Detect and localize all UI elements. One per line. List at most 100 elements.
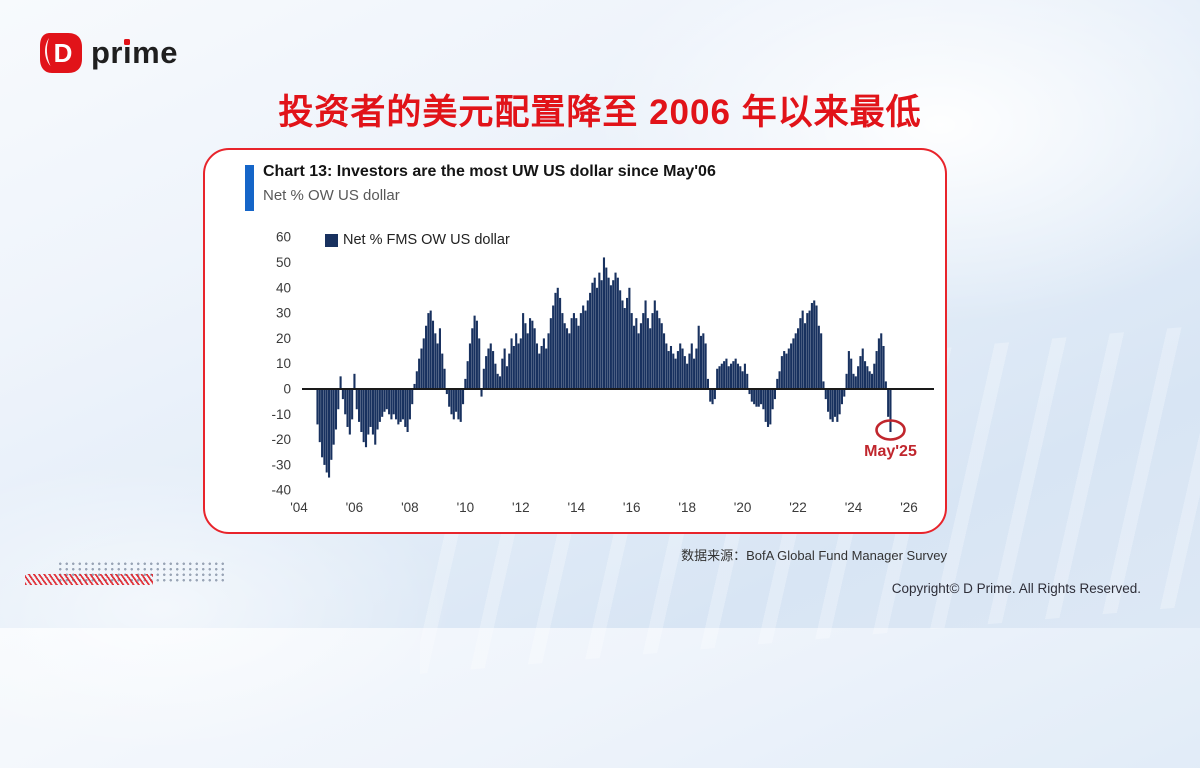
bar [533, 328, 536, 389]
bar [778, 371, 781, 389]
bar [658, 318, 661, 389]
bar [461, 389, 465, 405]
bar [790, 343, 793, 389]
bar [330, 389, 333, 460]
bar [498, 376, 502, 389]
bar [325, 389, 328, 473]
bar [344, 389, 347, 415]
x-tick-label: '22 [789, 500, 807, 515]
bar [621, 300, 624, 389]
legend-label: Net % FMS OW US dollar [343, 232, 510, 248]
bar [374, 389, 377, 445]
bar [364, 389, 368, 448]
bar [690, 343, 693, 389]
bar [870, 373, 874, 389]
bar [480, 389, 483, 397]
dprime-logo-mark-icon: D [40, 33, 82, 73]
bar [665, 343, 668, 389]
bar [653, 300, 656, 389]
bar [471, 328, 474, 389]
bar [669, 345, 673, 389]
bar [559, 297, 562, 389]
y-tick-label: 50 [276, 255, 291, 270]
bar [501, 358, 504, 389]
bar [651, 313, 654, 389]
y-tick-label: -10 [271, 407, 291, 422]
bar [371, 389, 374, 435]
bar [327, 389, 331, 478]
bar [815, 305, 818, 389]
x-tick-label: '24 [845, 500, 863, 515]
bar [628, 287, 631, 389]
bar [408, 389, 411, 420]
bar [438, 328, 441, 389]
bar [667, 351, 670, 389]
x-tick-label: '04 [290, 500, 308, 515]
bar [616, 277, 619, 389]
bar [341, 389, 344, 400]
copyright-text: Copyright© D Prime. All Rights Reserved. [891, 581, 1141, 596]
bar [875, 351, 878, 389]
bar [639, 323, 642, 389]
bar [542, 338, 545, 389]
bar [422, 338, 425, 389]
bar [683, 356, 686, 389]
bar [427, 313, 430, 389]
y-tick-label: -30 [271, 457, 291, 472]
bar [688, 353, 691, 389]
bar [369, 389, 372, 427]
bar [753, 389, 756, 405]
bar [602, 257, 606, 389]
bar [824, 389, 827, 400]
bar [785, 353, 788, 389]
bar [769, 389, 772, 425]
bar [394, 389, 398, 420]
bar [660, 323, 663, 389]
bar [642, 313, 645, 389]
bar [808, 310, 811, 389]
x-tick-label: '08 [401, 500, 419, 515]
bar [418, 358, 421, 389]
bar [693, 358, 696, 389]
bar [413, 383, 416, 389]
bar [545, 348, 548, 389]
logo-wordmark: prı me [91, 35, 178, 70]
bar [743, 363, 746, 389]
bar [773, 389, 776, 400]
bar [836, 389, 839, 422]
bar [877, 338, 880, 389]
bar [494, 363, 497, 389]
bar [764, 389, 767, 422]
bar [720, 363, 723, 389]
legend-swatch [325, 233, 338, 247]
bar [646, 318, 649, 389]
bar [702, 333, 705, 389]
bar [679, 343, 682, 389]
bar [561, 313, 564, 389]
bar [323, 389, 326, 465]
bar [575, 318, 578, 389]
bar [736, 363, 740, 389]
bar [360, 389, 363, 433]
bar [554, 292, 557, 389]
bar [563, 323, 566, 389]
bar [813, 300, 816, 389]
x-tick-label: '26 [900, 500, 918, 515]
bar [695, 348, 698, 389]
bar [441, 353, 444, 389]
bar [792, 338, 795, 389]
x-tick-label: '20 [734, 500, 752, 515]
bar [492, 351, 495, 389]
bar [586, 300, 589, 389]
bar [873, 363, 876, 389]
bar [334, 389, 338, 430]
bar [632, 325, 636, 389]
bar [337, 389, 340, 410]
bar [591, 282, 594, 389]
bar [806, 313, 809, 389]
bar [466, 361, 469, 389]
bar [619, 290, 622, 389]
bar [468, 343, 472, 389]
bar [850, 358, 853, 389]
bar [762, 389, 765, 410]
